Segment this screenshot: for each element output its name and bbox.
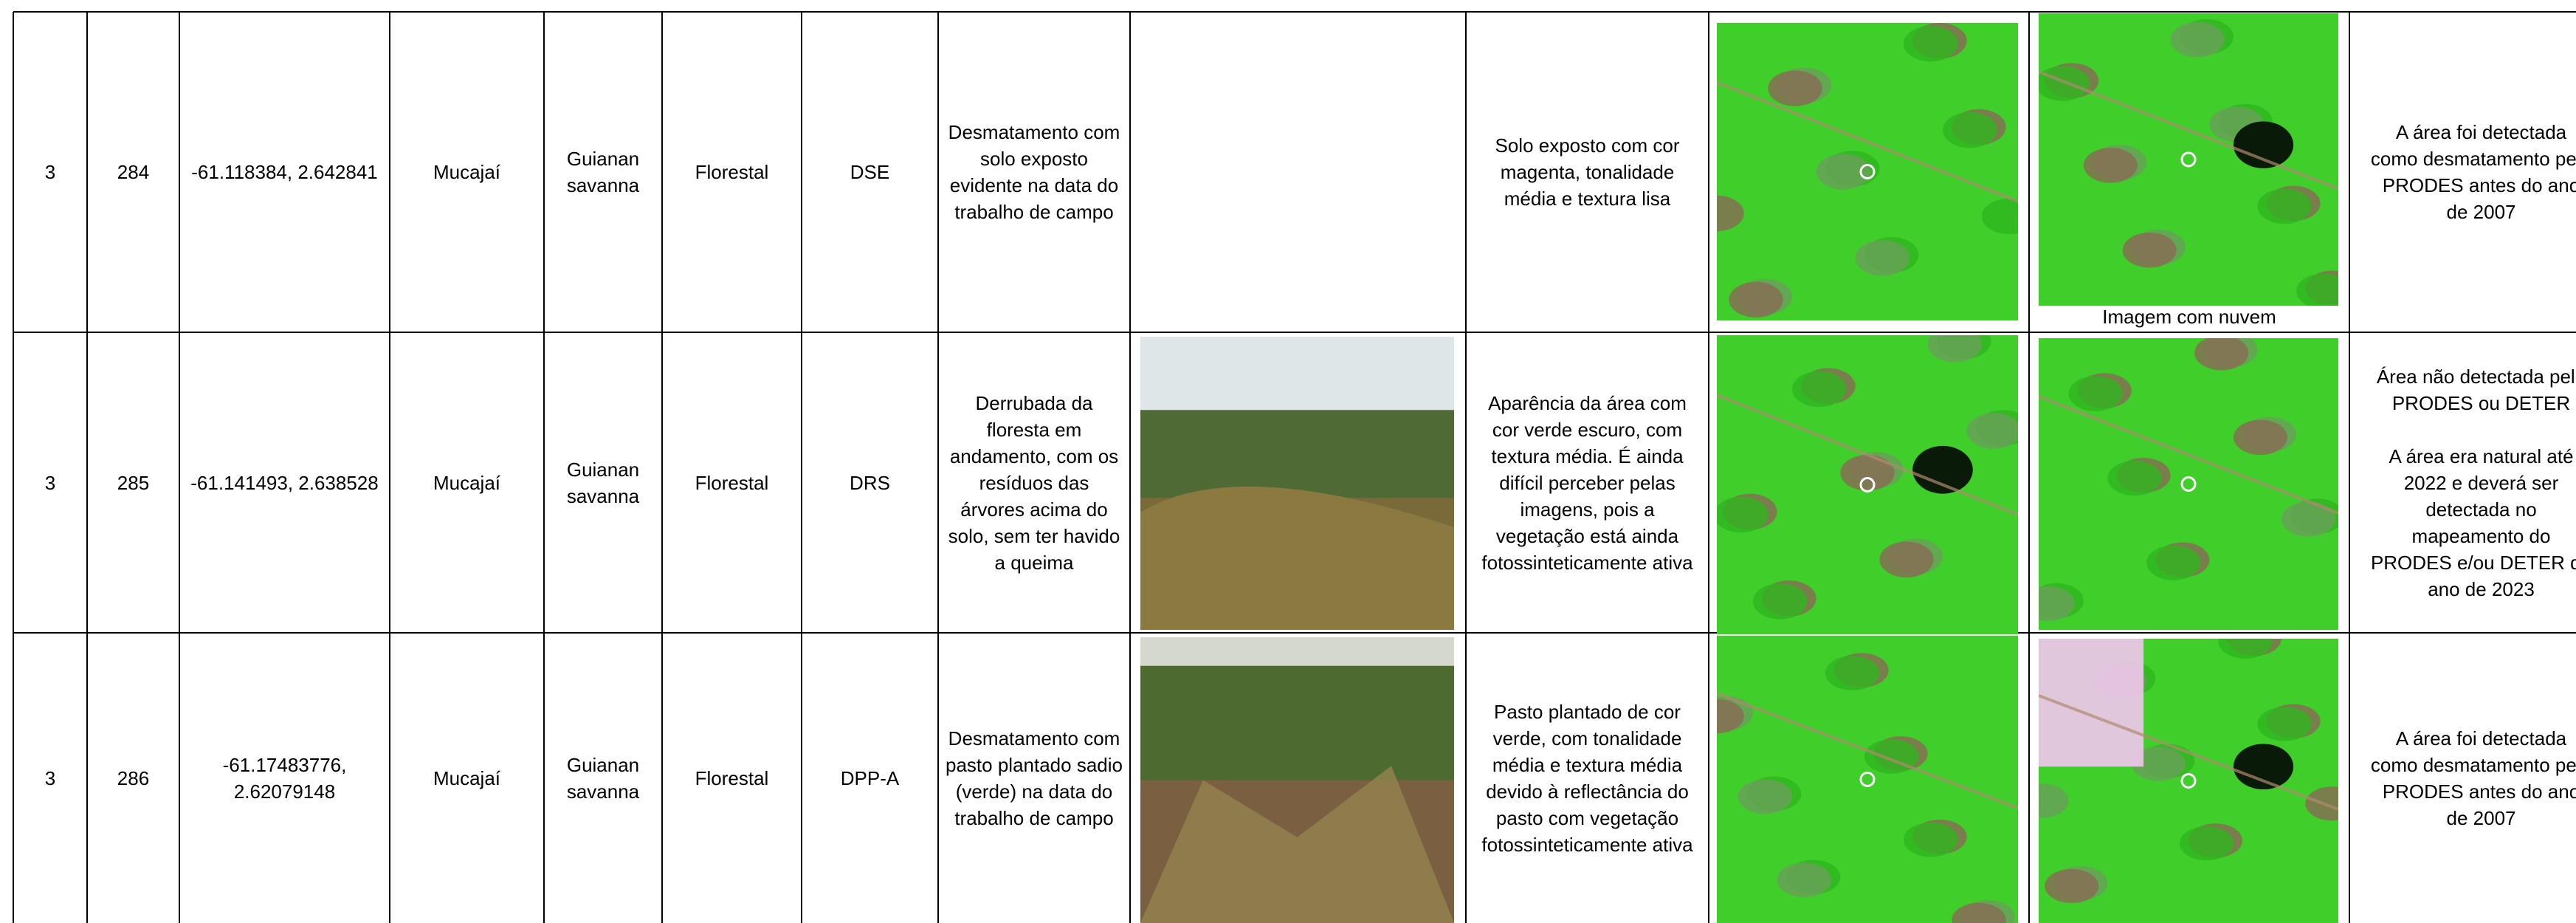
observation-text: Área não detectada pelo PRODES ou DETER A… [2371,363,2576,603]
column-line [389,12,390,923]
observation-cell: A área foi detectada como desmatamento p… [2349,633,2576,923]
ecoregion-cell: Guianan savanna [566,148,640,196]
column-line [1708,12,1709,923]
column-line [2349,12,2350,923]
coordinates-cell: -61.17483776, 2.62079148 [222,753,347,803]
column-line [86,12,88,923]
paragraph: A área era natural até 2022 e deverá ser… [2370,445,2576,600]
code-cell: DPP-A [840,766,900,789]
row-line [13,332,2576,333]
satellite-image [1717,636,2018,923]
column-line [179,12,180,923]
column-line [13,12,14,923]
code-cell: DSE [850,161,890,183]
column-line [543,12,545,923]
observation-cell: A área foi detectada como desmatamento p… [2349,12,2576,332]
satellite-image [2039,338,2338,630]
municipality-cell: Mucajaí [433,161,501,183]
image-description-cell: Solo exposto com cor magenta, tonalidade… [1495,134,1680,210]
column-line [2028,12,2030,923]
ecoregion-cell: Guianan savanna [566,458,640,507]
column-line [801,12,802,923]
satellite-image [2039,13,2338,306]
description-cell: Desmatamento com pasto plantado sadio (v… [946,727,1123,829]
municipality-cell: Mucajaí [433,766,501,789]
paragraph: Área não detectada pelo PRODES ou DETER [2376,365,2576,414]
observation-cell: Área não detectada pelo PRODES ou DETER A… [2349,332,2576,633]
field-photo [1140,637,1454,923]
municipality-cell: Mucajaí [433,471,501,494]
class-cell: Florestal [695,161,769,183]
column-line [1129,12,1131,923]
number-cell: 285 [117,471,150,494]
row-line [13,11,2576,13]
id-cell: 3 [44,471,56,494]
class-cell: Florestal [695,471,769,494]
coordinates-cell: -61.141493, 2.638528 [190,471,379,494]
row-line [13,632,2576,634]
column-line [661,12,663,923]
image-description-cell: Aparência da área com cor verde escuro, … [1481,391,1693,574]
number-cell: 286 [117,766,150,789]
ecoregion-cell: Guianan savanna [566,753,640,803]
satellite-image [1717,23,2018,320]
image-caption: Imagem com nuvem [2102,306,2276,328]
field-photo [1140,337,1454,630]
column-line [1465,12,1467,923]
description-cell: Desmatamento com solo exposto evidente n… [948,121,1120,223]
column-line [937,12,939,923]
coordinates-cell: -61.118384, 2.642841 [191,161,378,183]
number-cell: 284 [117,161,150,183]
observation-text: A área foi detectada como desmatamento p… [2371,725,2576,831]
image-description-cell: Pasto plantado de cor verde, com tonalid… [1481,700,1693,856]
code-cell: DRS [850,471,890,494]
paragraph: A área foi detectada como desmatamento p… [2370,121,2576,223]
satellite-image [1717,335,2018,634]
paragraph: A área foi detectada como desmatamento p… [2370,727,2576,829]
id-cell: 3 [44,766,56,789]
class-cell: Florestal [695,766,769,789]
satellite-image [2039,639,2338,923]
description-cell: Derrubada da floresta em andamento, com … [948,391,1120,574]
id-cell: 3 [44,161,56,183]
observation-text: A área foi detectada como desmatamento p… [2371,119,2576,225]
